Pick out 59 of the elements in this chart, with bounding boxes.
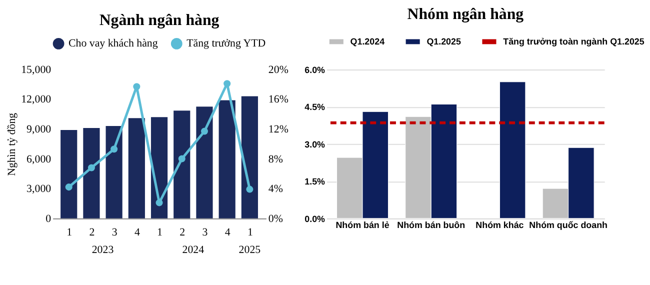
point — [110, 146, 118, 153]
bar — [128, 118, 145, 218]
bar — [499, 82, 526, 219]
y-tick-label: 12,000 — [21, 94, 52, 106]
bar — [241, 96, 258, 218]
point — [200, 128, 208, 135]
text: 2023 — [92, 244, 114, 256]
point — [65, 184, 72, 191]
chart-title: Nhóm ngân hàng — [407, 6, 524, 23]
point — [224, 80, 231, 88]
x-tick-label: 3 — [202, 226, 208, 239]
legend-label: Tăng trưởng YTD — [186, 38, 266, 50]
legend-label: Cho vay khách hàng — [68, 38, 158, 50]
y2-tick-label: 20% — [268, 64, 288, 76]
x-tick-label: 1 — [157, 226, 162, 239]
bar — [106, 126, 122, 218]
y2-tick-label: 4% — [268, 183, 283, 196]
legend-label: Tăng trưởng toàn ngành Q1.2025 — [503, 36, 644, 47]
x-tick-label: 2 — [89, 226, 95, 239]
y2-tick-label: 0% — [268, 212, 283, 225]
bar — [218, 100, 236, 218]
x-tick-label: Nhóm khác — [476, 220, 524, 230]
y-tick-label: 15,000 — [21, 64, 52, 76]
point — [88, 164, 95, 172]
y-axis-title: Nghìn tỷ đồng — [6, 112, 18, 176]
x-tick-label: Nhóm quốc doanh — [529, 220, 608, 230]
text: 2025 — [238, 244, 262, 256]
y-tick-label: 0 — [46, 212, 52, 225]
y-tick-label: 0.0% — [304, 214, 326, 224]
legend-label: Q1.2025 — [426, 36, 461, 47]
x-tick-label: Nhóm bán buôn — [397, 220, 466, 230]
x-tick-label: Nhóm bán lẻ — [336, 220, 390, 230]
x-tick-label: 4 — [134, 226, 140, 239]
y-tick-label: 3,000 — [26, 183, 52, 196]
point — [246, 186, 254, 193]
legend-label: Q1.2024 — [350, 36, 385, 47]
x-tick-label: 1 — [66, 226, 72, 239]
y2-tick-label: 16% — [268, 94, 288, 106]
bar — [196, 106, 213, 218]
bar — [60, 130, 78, 218]
y-tick-label: 6,000 — [26, 153, 52, 166]
x-tick-label: 3 — [112, 226, 118, 239]
x-tick-label: 4 — [224, 226, 231, 239]
y-tick-label: 3.0% — [304, 139, 326, 150]
text: 2024 — [182, 244, 205, 256]
y-tick-label: 9,000 — [26, 123, 52, 136]
point — [178, 155, 186, 162]
y2-tick-label: 8% — [268, 153, 283, 166]
y-tick-label: 1.5% — [304, 176, 326, 187]
y-tick-label: 4.5% — [304, 102, 326, 112]
x-tick-label: 1 — [247, 226, 253, 239]
x-tick-label: 2 — [180, 226, 186, 239]
bar — [174, 110, 190, 218]
point — [156, 199, 163, 206]
y-tick-label: 6.0% — [304, 64, 326, 75]
chart-title: Ngành ngân hàng — [99, 12, 220, 29]
point — [133, 83, 140, 90]
bar — [83, 128, 100, 218]
y2-tick-label: 12% — [268, 123, 288, 136]
